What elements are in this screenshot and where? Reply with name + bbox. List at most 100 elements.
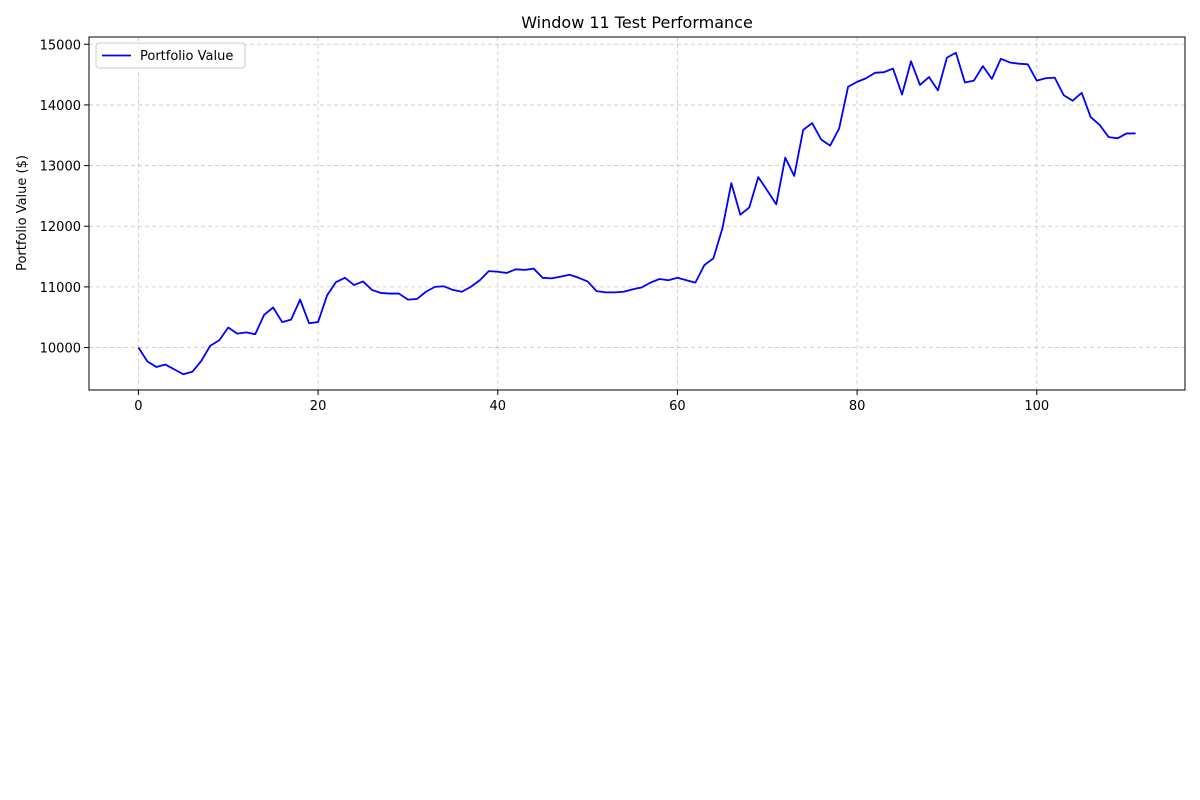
data-point <box>1027 64 1028 65</box>
data-point <box>758 177 759 178</box>
data-point <box>731 183 732 184</box>
data-point <box>919 84 920 85</box>
x-tick-label: 40 <box>489 399 506 414</box>
data-point <box>1036 80 1037 81</box>
y-axis-ticks: 10000 11000 12000 13000 14000 15000 <box>40 38 89 357</box>
data-point <box>371 289 372 290</box>
data-point <box>237 333 238 334</box>
data-point <box>542 277 543 278</box>
data-point <box>973 80 974 81</box>
data-point <box>461 291 462 292</box>
data-point <box>416 298 417 299</box>
data-point <box>587 281 588 282</box>
x-tick-label: 20 <box>310 399 327 414</box>
data-point <box>470 286 471 287</box>
data-point <box>398 293 399 294</box>
data-point <box>1000 58 1001 59</box>
y-tick-label: 12000 <box>40 220 81 235</box>
data-point <box>722 228 723 229</box>
data-point <box>821 139 822 140</box>
data-point <box>704 264 705 265</box>
data-point <box>677 277 678 278</box>
data-point <box>632 289 633 290</box>
data-point <box>560 276 561 277</box>
x-tick-label: 60 <box>669 399 686 414</box>
data-point <box>695 282 696 283</box>
y-tick-label: 14000 <box>40 99 81 114</box>
data-point <box>344 277 345 278</box>
data-point <box>569 274 570 275</box>
data-point <box>713 258 714 259</box>
data-point <box>255 334 256 335</box>
grid-layer <box>89 37 1185 390</box>
data-point <box>668 280 669 281</box>
data-point <box>479 280 480 281</box>
data-point <box>174 369 175 370</box>
data-point <box>1072 100 1073 101</box>
data-point <box>443 286 444 287</box>
plot-frame <box>88 36 1186 391</box>
data-point <box>1108 136 1109 137</box>
x-tick-label: 100 <box>1024 399 1049 414</box>
data-point <box>650 282 651 283</box>
data-point <box>1081 92 1082 93</box>
legend-box <box>95 42 246 69</box>
data-point <box>1117 138 1118 139</box>
data-point <box>425 291 426 292</box>
data-point <box>264 314 265 315</box>
data-point <box>353 284 354 285</box>
data-point <box>641 287 642 288</box>
y-tick-label: 13000 <box>40 160 81 175</box>
data-point <box>776 204 777 205</box>
legend: Portfolio Value <box>95 42 246 69</box>
y-tick-label: 10000 <box>40 342 81 357</box>
data-point <box>686 280 687 281</box>
series-line-portfolio-value <box>137 51 1136 376</box>
data-point <box>874 72 875 73</box>
data-point <box>300 299 301 300</box>
data-point <box>767 190 768 191</box>
data-point <box>865 78 866 79</box>
data-point <box>165 364 166 365</box>
data-point <box>964 82 965 83</box>
data-point <box>839 128 840 129</box>
data-point <box>1018 63 1019 64</box>
data-point <box>506 272 507 273</box>
data-point <box>749 207 750 208</box>
data-point <box>273 307 274 308</box>
data-point <box>937 90 938 91</box>
data-point <box>910 61 911 62</box>
data-point <box>156 366 157 367</box>
data-point <box>389 293 390 294</box>
data-point <box>955 52 956 53</box>
data-point <box>183 374 184 375</box>
legend-label: Portfolio Value <box>140 49 233 64</box>
data-point <box>291 319 292 320</box>
data-point <box>452 289 453 290</box>
data-point <box>1009 62 1010 63</box>
data-point <box>623 291 624 292</box>
data-point <box>533 268 534 269</box>
y-tick-label: 11000 <box>40 281 81 296</box>
data-point <box>407 299 408 300</box>
x-tick-label: 80 <box>849 399 866 414</box>
data-point <box>982 66 983 67</box>
data-point <box>1090 116 1091 117</box>
data-point <box>380 292 381 293</box>
data-point <box>1045 78 1046 79</box>
data-point <box>848 86 849 87</box>
data-point <box>1099 124 1100 125</box>
data-point <box>488 271 489 272</box>
data-point <box>1135 133 1136 134</box>
data-point <box>246 332 247 333</box>
y-tick-label: 15000 <box>40 38 81 53</box>
data-point <box>228 327 229 328</box>
data-point <box>883 72 884 73</box>
data-point <box>138 347 139 348</box>
data-point <box>551 278 552 279</box>
chart-title: Window 11 Test Performance <box>521 13 753 32</box>
data-point <box>524 269 525 270</box>
series-layer <box>137 51 1136 376</box>
data-point <box>794 175 795 176</box>
